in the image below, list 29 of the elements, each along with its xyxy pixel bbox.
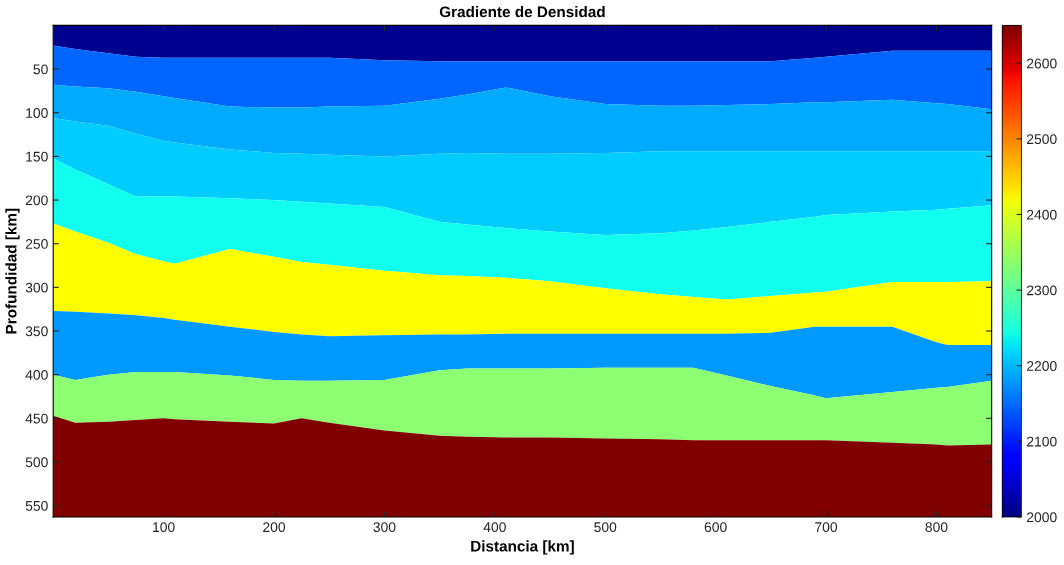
y-tick-label: 500 [25,457,48,468]
x-axis-title: Distancia [km] [471,540,574,555]
color-bar-label: 2400 [1027,209,1057,220]
x-tick-label: 100 [153,522,175,533]
x-tick-label: 200 [263,522,286,533]
color-bar-label: 2500 [1027,134,1057,145]
x-tick-label: 700 [815,522,838,533]
y-tick-label: 350 [25,326,48,337]
y-tick-label: 400 [25,370,48,380]
color-bar-label: 2000 [1027,512,1057,523]
color-bar-label: 2100 [1027,436,1057,447]
y-tick-label: 50 [33,64,48,75]
y-tick-label: 550 [25,500,48,511]
x-tick-label: 400 [483,522,506,533]
y-axis-title: Profundidad [km] [5,208,20,334]
color-bar-label: 2200 [1027,361,1057,371]
x-tick-label: 300 [373,522,396,533]
y-tick-label: 150 [26,151,48,162]
chart-title: Gradiente de Densidad [439,6,605,18]
x-tick-label: 600 [704,522,727,533]
color-bar-label: 2300 [1027,285,1057,296]
y-tick-label: 250 [25,239,48,249]
x-tick-label: 500 [594,522,617,533]
color-bar-label: 2600 [1027,58,1057,69]
y-tick-label: 450 [25,413,48,424]
y-tick-label: 100 [26,108,48,118]
x-tick-label: 800 [925,522,948,533]
y-tick-label: 300 [25,282,48,293]
y-tick-label: 200 [25,195,48,206]
